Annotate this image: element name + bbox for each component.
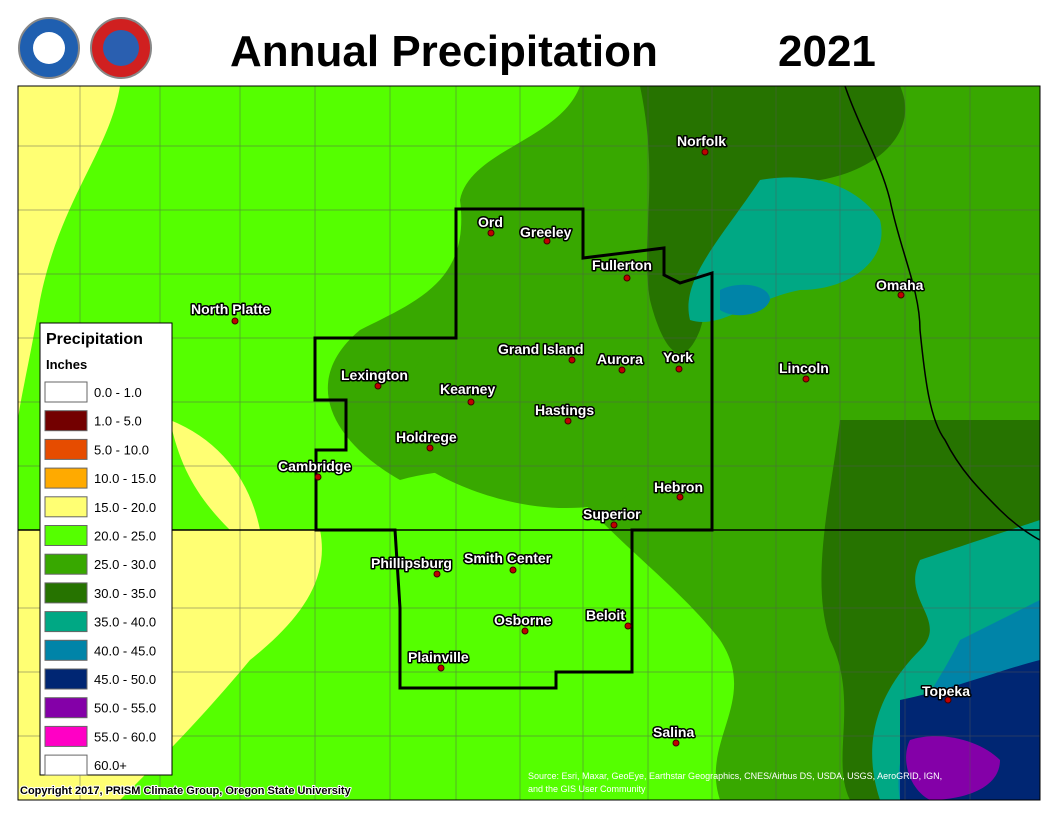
legend-swatch <box>44 410 88 432</box>
city-label: Beloit <box>586 607 625 623</box>
legend-label: 5.0 - 10.0 <box>94 442 149 457</box>
legend-label: 1.0 - 5.0 <box>94 414 142 429</box>
city-dot <box>437 664 445 672</box>
legend-label: 40.0 - 45.0 <box>94 643 156 658</box>
legend-label: 10.0 - 15.0 <box>94 471 156 486</box>
city-label: Salina <box>653 724 694 740</box>
extreme-wet-area <box>906 736 1000 800</box>
legend-label: 45.0 - 50.0 <box>94 672 156 687</box>
title: Annual Precipitation <box>230 27 658 76</box>
legend-label: 30.0 - 35.0 <box>94 586 156 601</box>
city-dot <box>623 274 631 282</box>
legend-swatch <box>44 496 88 518</box>
city-label: Lexington <box>341 367 408 383</box>
city-label: Fullerton <box>592 257 652 273</box>
city-dot <box>564 417 572 425</box>
legend-label: 15.0 - 20.0 <box>94 500 156 515</box>
city-dot <box>701 148 709 156</box>
city-label: Phillipsburg <box>371 555 452 571</box>
city-dot <box>509 566 517 574</box>
city-label: Osborne <box>494 612 552 628</box>
legend-swatch <box>44 525 88 546</box>
legend-swatch <box>44 754 88 776</box>
legend-swatch <box>44 668 88 690</box>
noaa-logo-inner <box>33 32 65 64</box>
city-label: Superior <box>583 506 641 522</box>
city-dot <box>426 444 434 452</box>
city-label: Plainville <box>408 649 469 665</box>
city-dot <box>521 627 529 635</box>
legend-units: Inches <box>46 357 87 372</box>
city-label: Holdrege <box>396 429 457 445</box>
city-dot <box>610 521 618 529</box>
map-frame <box>17 85 1041 801</box>
city-label: Ord <box>478 214 503 230</box>
city-label: Cambridge <box>278 458 351 474</box>
city-dot <box>487 229 495 237</box>
city-label: Greeley <box>520 224 572 240</box>
city-label: Aurora <box>597 351 643 367</box>
legend-label: 20.0 - 25.0 <box>94 529 156 544</box>
legend-swatch <box>44 381 88 403</box>
city-label: Smith Center <box>464 550 552 566</box>
state-border <box>844 86 1040 541</box>
legend-swatch <box>44 697 88 719</box>
city-dot <box>231 317 239 325</box>
city-label: Lincoln <box>779 360 829 376</box>
city-label: Hastings <box>535 402 594 418</box>
city-label: Topeka <box>922 683 970 699</box>
legend-swatch <box>44 725 88 747</box>
year: 2021 <box>778 27 876 76</box>
legend-swatch <box>44 467 88 489</box>
city-dot <box>676 493 684 501</box>
dry-area <box>170 420 260 530</box>
copyright: Copyright 2017, PRISM Climate Group, Ore… <box>20 785 352 797</box>
legend-label: 55.0 - 60.0 <box>94 729 156 744</box>
city-dot <box>624 622 632 630</box>
city-dot <box>568 356 576 364</box>
city-label: Hebron <box>654 479 703 495</box>
city-dot <box>618 366 626 374</box>
city-dot <box>944 696 952 704</box>
legend-swatch <box>44 611 88 633</box>
legend-swatch <box>44 438 88 460</box>
very-wet-area <box>720 284 770 316</box>
legend-label: 25.0 - 30.0 <box>94 557 156 572</box>
legend-items: 0.0 - 1.0 1.0 - 5.0 5.0 - 10.0 10.0 - 15.0 1… <box>44 381 156 776</box>
legend-swatch <box>44 639 88 661</box>
legend-label: 60.0+ <box>94 758 127 773</box>
city-dot <box>374 382 382 390</box>
legend-title: Precipitation <box>46 331 143 348</box>
city-dot <box>433 570 441 578</box>
wet-area <box>406 351 650 509</box>
dry-area <box>18 86 120 420</box>
legend-label: 0.0 - 1.0 <box>94 385 142 400</box>
map <box>18 86 1040 800</box>
city-dot <box>897 291 905 299</box>
legend-label: 35.0 - 40.0 <box>94 615 156 630</box>
source-line: and the GIS User Community <box>528 784 646 794</box>
city-label: North Platte <box>191 301 271 317</box>
city-dot <box>802 375 810 383</box>
city-label: York <box>663 349 693 365</box>
city-dot <box>467 398 475 406</box>
cities: Norfolk Ord Greeley Fullerton Omaha North Pla… <box>190 132 972 747</box>
city-dot <box>543 237 551 245</box>
legend-label: 50.0 - 55.0 <box>94 701 156 716</box>
city-label: Norfolk <box>677 133 726 149</box>
city-label: Kearney <box>440 381 495 397</box>
city-dot <box>314 473 322 481</box>
city-label: Omaha <box>876 277 924 293</box>
city-dot <box>672 739 680 747</box>
source-line: Source: Esri, Maxar, GeoEye, Earthstar G… <box>528 771 942 781</box>
legend-swatch <box>44 582 88 604</box>
city-label: Grand Island <box>498 341 584 357</box>
city-dot <box>675 365 683 373</box>
nws-logo-inner <box>103 30 139 66</box>
legend-swatch <box>44 553 88 575</box>
forecast-area-outline <box>313 207 714 690</box>
